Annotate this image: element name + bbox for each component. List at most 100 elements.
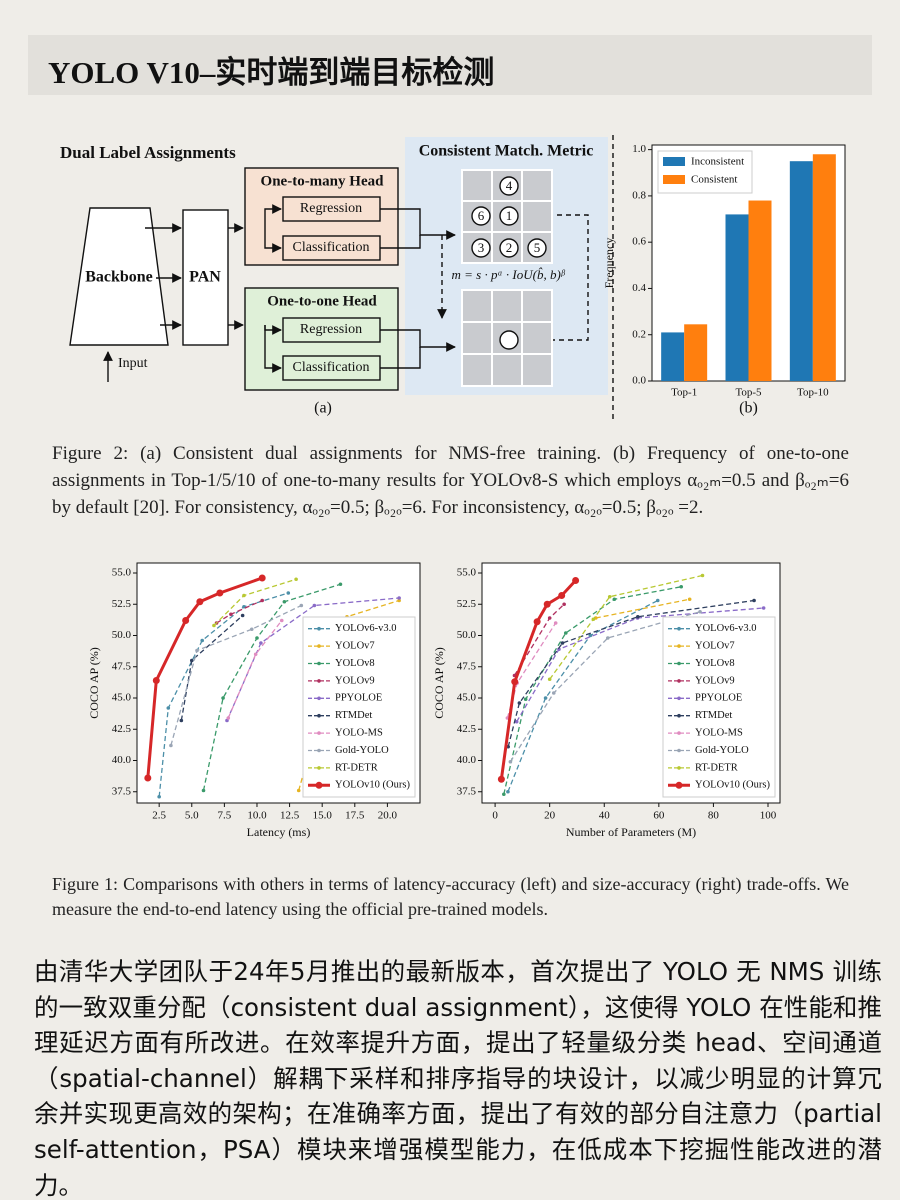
legend-marker xyxy=(677,626,681,631)
point xyxy=(260,598,264,603)
point xyxy=(517,701,522,705)
legend-marker xyxy=(317,696,321,701)
point xyxy=(752,598,756,603)
x-tick-label: Top-1 xyxy=(671,387,697,399)
point xyxy=(636,614,640,619)
point xyxy=(591,617,596,622)
series-line xyxy=(226,597,400,721)
input-label: Input xyxy=(118,356,148,371)
y-axis-label: COCO AP (%) xyxy=(432,647,446,719)
point xyxy=(523,697,528,702)
point xyxy=(279,618,284,623)
y-tick-label: 40.0 xyxy=(112,754,132,766)
point xyxy=(698,609,702,614)
legend-marker xyxy=(677,766,681,770)
x-axis-label: Latency (ms) xyxy=(247,825,311,839)
regression-label: Regression xyxy=(300,322,362,337)
legend-label: YOLO-MS xyxy=(335,728,383,739)
legend-label: RTMDet xyxy=(335,710,372,721)
point xyxy=(249,627,254,632)
diagram: Dual Label Assignments Backbone Input PA… xyxy=(60,135,614,422)
legend-swatch xyxy=(663,175,685,184)
point xyxy=(572,577,580,584)
legend-label: YOLOv6-v3.0 xyxy=(335,623,397,634)
series-line xyxy=(146,576,263,779)
legend-label: RTMDet xyxy=(695,710,732,721)
legend-marker xyxy=(677,748,681,753)
y-tick-label: 55.0 xyxy=(112,567,132,579)
head-title: One-to-many Head xyxy=(261,173,385,189)
legend-label: RT-DETR xyxy=(695,762,738,773)
x-tick-label: 40 xyxy=(599,810,611,822)
classification-box xyxy=(282,235,381,261)
point xyxy=(547,677,552,682)
rank: 5 xyxy=(534,240,541,255)
point xyxy=(543,696,548,700)
x-tick-label: 15.0 xyxy=(313,810,333,822)
legend-marker xyxy=(677,731,681,735)
title-banner xyxy=(28,35,872,95)
legend-box xyxy=(302,616,416,798)
point xyxy=(286,591,291,595)
series-line xyxy=(516,607,764,723)
legend-marker xyxy=(317,748,321,753)
x-tick-label: 12.5 xyxy=(280,810,300,822)
point xyxy=(543,600,551,608)
point xyxy=(551,691,556,695)
y-tick-label: 47.5 xyxy=(112,660,132,672)
point xyxy=(216,589,224,597)
point xyxy=(221,696,225,700)
legend-label: YOLOv10 (Ours) xyxy=(695,780,770,791)
bar xyxy=(789,161,813,381)
point xyxy=(607,594,612,599)
point xyxy=(212,623,216,628)
classification-label: Classification xyxy=(293,360,370,375)
point xyxy=(588,633,593,638)
y-tick-label: 0.2 xyxy=(632,328,646,340)
point xyxy=(166,706,171,710)
y-tick-label: 42.5 xyxy=(457,723,477,735)
point xyxy=(563,631,568,635)
figure1-caption: Figure 1: Comparisons with others in ter… xyxy=(52,874,849,919)
y-tick-label: 52.5 xyxy=(457,598,477,610)
point xyxy=(687,597,692,602)
point xyxy=(558,592,566,599)
legend-label: Inconsistent xyxy=(691,156,744,168)
point xyxy=(508,759,513,764)
point xyxy=(242,593,246,598)
y-axis-label: Frequency xyxy=(602,238,616,289)
point xyxy=(229,612,233,617)
legend-label: YOLOv9 xyxy=(695,675,735,686)
point xyxy=(259,641,263,645)
series-line xyxy=(509,611,701,763)
x-tick-label: 0 xyxy=(492,810,498,822)
series-line xyxy=(507,599,659,792)
legend-marker xyxy=(675,781,683,789)
y-tick-label: 42.5 xyxy=(112,723,132,735)
point xyxy=(226,716,231,720)
point xyxy=(511,678,519,686)
y-axis-label: COCO AP (%) xyxy=(87,647,101,719)
x-tick-label: 17.5 xyxy=(345,810,365,822)
legend-marker xyxy=(317,766,321,770)
legend-label: YOLO-MS xyxy=(695,728,743,739)
figures: Dual Label Assignments Backbone Input PA… xyxy=(60,135,846,839)
legend-label: YOLOv8 xyxy=(335,658,375,669)
point xyxy=(506,789,510,794)
bar xyxy=(725,214,749,381)
rank: 3 xyxy=(478,240,485,255)
bar xyxy=(812,154,836,381)
series-line xyxy=(549,574,703,680)
legend-label: Consistent xyxy=(691,174,737,186)
point xyxy=(547,616,552,620)
classification-label: Classification xyxy=(293,240,370,255)
legend-marker xyxy=(317,731,321,735)
x-tick-label: 7.5 xyxy=(218,810,232,822)
legend-label: YOLOv8 xyxy=(695,658,735,669)
legend-marker xyxy=(677,679,681,683)
point xyxy=(299,603,304,608)
point xyxy=(312,603,317,608)
x-tick-label: 20.0 xyxy=(378,810,398,822)
y-tick-label: 37.5 xyxy=(457,785,477,797)
